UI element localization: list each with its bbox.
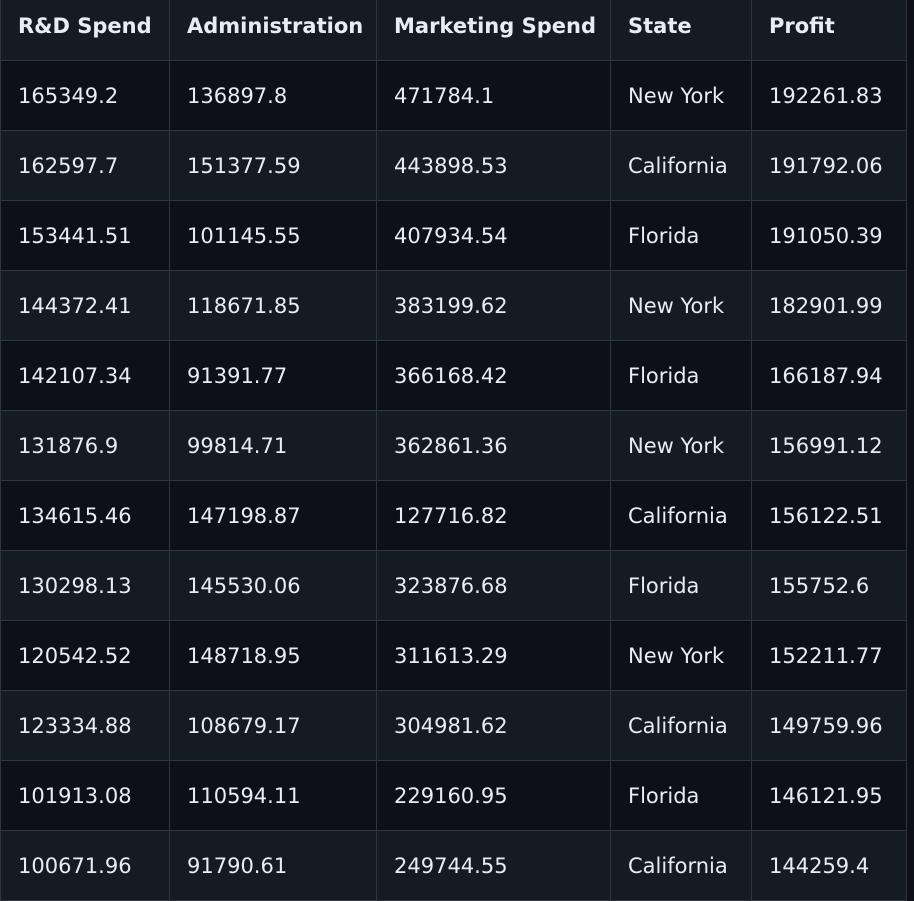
table-cell: 471784.1 — [376, 60, 611, 131]
table-cell: California — [610, 690, 752, 761]
table-cell: 366168.42 — [376, 340, 611, 411]
table-cell: 151377.59 — [169, 130, 377, 201]
table-row: 123334.88 108679.17 304981.62 California… — [0, 690, 907, 761]
table-cell: 148718.95 — [169, 620, 377, 691]
table-cell: 407934.54 — [376, 200, 611, 271]
table-row: 120542.52 148718.95 311613.29 New York 1… — [0, 620, 907, 691]
column-header-state: State — [610, 0, 752, 61]
table-cell: 149759.96 — [751, 690, 907, 761]
table-cell: 142107.34 — [0, 340, 170, 411]
table-cell: 147198.87 — [169, 480, 377, 551]
table-cell: 101145.55 — [169, 200, 377, 271]
table-cell: California — [610, 130, 752, 201]
table-cell: 144372.41 — [0, 270, 170, 341]
table-cell: Florida — [610, 200, 752, 271]
table-cell: 191050.39 — [751, 200, 907, 271]
table-cell: 156122.51 — [751, 480, 907, 551]
table-cell: 152211.77 — [751, 620, 907, 691]
table-cell: 156991.12 — [751, 410, 907, 481]
table-row: 134615.46 147198.87 127716.82 California… — [0, 480, 907, 551]
table-cell: New York — [610, 410, 752, 481]
table-cell: 182901.99 — [751, 270, 907, 341]
column-header-marketing-spend: Marketing Spend — [376, 0, 611, 61]
table-cell: 323876.68 — [376, 550, 611, 621]
table-cell: Florida — [610, 550, 752, 621]
table-cell: 146121.95 — [751, 760, 907, 831]
table-row: 144372.41 118671.85 383199.62 New York 1… — [0, 270, 907, 341]
table-cell: 134615.46 — [0, 480, 170, 551]
table-cell: New York — [610, 270, 752, 341]
table-cell: 383199.62 — [376, 270, 611, 341]
table-cell: 91790.61 — [169, 830, 377, 901]
table-cell: 155752.6 — [751, 550, 907, 621]
table-row: 100671.96 91790.61 249744.55 California … — [0, 830, 907, 901]
table-cell: New York — [610, 620, 752, 691]
table-cell: 131876.9 — [0, 410, 170, 481]
table-cell: 118671.85 — [169, 270, 377, 341]
table-cell: 101913.08 — [0, 760, 170, 831]
table-cell: California — [610, 830, 752, 901]
table-cell: 166187.94 — [751, 340, 907, 411]
table-body: 165349.2 136897.8 471784.1 New York 1922… — [0, 60, 907, 901]
table-row: 131876.9 99814.71 362861.36 New York 156… — [0, 410, 907, 481]
table-cell: 127716.82 — [376, 480, 611, 551]
table-cell: 123334.88 — [0, 690, 170, 761]
table-cell: 162597.7 — [0, 130, 170, 201]
table-cell: 165349.2 — [0, 60, 170, 131]
table-header-row: R&D Spend Administration Marketing Spend… — [0, 0, 907, 61]
table-cell: 136897.8 — [169, 60, 377, 131]
table-cell: New York — [610, 60, 752, 131]
table-cell: 249744.55 — [376, 830, 611, 901]
table-row: 101913.08 110594.11 229160.95 Florida 14… — [0, 760, 907, 831]
table-cell: Florida — [610, 340, 752, 411]
table-cell: California — [610, 480, 752, 551]
table-cell: 120542.52 — [0, 620, 170, 691]
table-cell: 108679.17 — [169, 690, 377, 761]
table-cell: 91391.77 — [169, 340, 377, 411]
table-cell: 99814.71 — [169, 410, 377, 481]
table-row: 142107.34 91391.77 366168.42 Florida 166… — [0, 340, 907, 411]
column-header-rd-spend: R&D Spend — [0, 0, 170, 61]
column-header-profit: Profit — [751, 0, 907, 61]
table-cell: 229160.95 — [376, 760, 611, 831]
column-header-administration: Administration — [169, 0, 377, 61]
table-cell: 362861.36 — [376, 410, 611, 481]
table-cell: 100671.96 — [0, 830, 170, 901]
table-row: 162597.7 151377.59 443898.53 California … — [0, 130, 907, 201]
table-row: 153441.51 101145.55 407934.54 Florida 19… — [0, 200, 907, 271]
table-cell: 311613.29 — [376, 620, 611, 691]
table-cell: 144259.4 — [751, 830, 907, 901]
table-cell: 110594.11 — [169, 760, 377, 831]
table-cell: 192261.83 — [751, 60, 907, 131]
table-cell: 304981.62 — [376, 690, 611, 761]
table-cell: 191792.06 — [751, 130, 907, 201]
table-cell: Florida — [610, 760, 752, 831]
table-cell: 130298.13 — [0, 550, 170, 621]
table-cell: 443898.53 — [376, 130, 611, 201]
table-cell: 153441.51 — [0, 200, 170, 271]
table-cell: 145530.06 — [169, 550, 377, 621]
table-row: 165349.2 136897.8 471784.1 New York 1922… — [0, 60, 907, 131]
table-row: 130298.13 145530.06 323876.68 Florida 15… — [0, 550, 907, 621]
